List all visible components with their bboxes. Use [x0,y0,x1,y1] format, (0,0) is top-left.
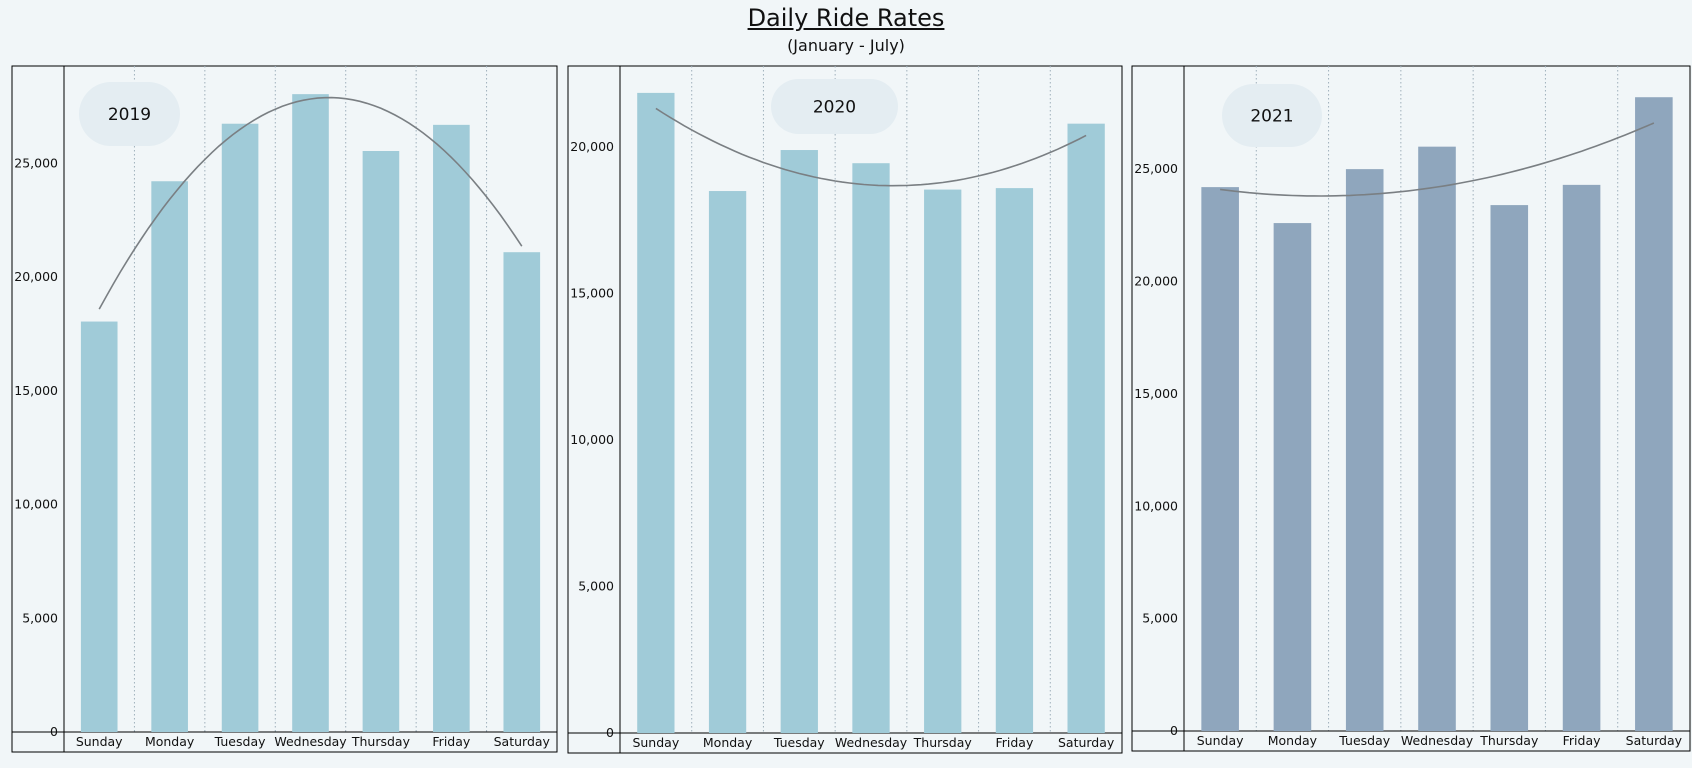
year-label: 2021 [1250,107,1293,127]
y-tick-label: 5,000 [22,610,58,625]
x-tick-label: Monday [1268,733,1318,748]
y-tick-label: 20,000 [570,139,614,154]
x-tick-label: Friday [432,734,470,749]
bar-saturday [1635,97,1673,732]
x-tick-label: Thursday [351,734,411,749]
bar-sunday [1201,187,1239,732]
bar-thursday [1490,205,1529,731]
year-label-bubble [79,82,180,146]
bar-wednesday [1418,146,1456,731]
bar-tuesday [1345,169,1384,731]
dashboard-subtitle: (January - July) [787,36,905,55]
y-tick-label: 5,000 [1142,611,1178,626]
y-tick-label: 10,000 [14,497,58,512]
x-tick-label: Sunday [76,734,123,749]
x-tick-label: Monday [703,735,753,750]
y-tick-label: 0 [1170,723,1178,738]
year-label-bubble [1222,84,1322,147]
year-label: 2019 [108,105,151,125]
x-tick-label: Tuesday [773,735,825,750]
year-label: 2020 [813,98,856,118]
bar-sunday [80,321,118,732]
x-tick-label: Saturday [1626,733,1683,748]
x-tick-label: Wednesday [835,735,908,750]
y-tick-label: 20,000 [1134,274,1178,289]
y-tick-label: 20,000 [14,269,58,284]
y-tick-label: 10,000 [1134,498,1178,513]
y-tick-label: 25,000 [1134,161,1178,176]
bar-sunday [637,92,675,733]
x-tick-label: Friday [1563,733,1601,748]
x-tick-label: Thursday [1479,733,1539,748]
bar-friday [433,124,470,733]
y-tick-label: 0 [606,725,614,740]
chart-panel-2020: 0 5,000 10,000 15,000 20,000 Sunday Monday Tues… [567,65,1123,754]
y-tick-label: 15,000 [14,383,58,398]
x-tick-label: Thursday [913,735,973,750]
y-tick-label: 0 [50,724,58,739]
y-tick-label: 15,000 [1134,386,1178,401]
panel-frame [1131,65,1691,752]
bar-tuesday [221,123,259,732]
bar-thursday [362,151,400,732]
bar-monday [1273,223,1312,731]
trend-line [655,107,1087,187]
y-tick-label: 25,000 [14,156,58,171]
dashboard-title: Daily Ride Rates [747,4,945,32]
chart-panel-2021: 0 5,000 10,000 15,000 20,000 25,000 Sunday Mond… [1131,65,1691,752]
bar-friday [995,188,1034,734]
chart-panel-2019: 0 5,000 10,000 15,000 20,000 25,000 Sunday Mond… [11,65,558,753]
x-tick-label: Sunday [1197,733,1244,748]
bar-saturday [503,252,541,733]
panel-frame [567,65,1123,754]
bar-tuesday [780,150,818,733]
y-tick-label: 5,000 [578,579,614,594]
y-tick-label: 10,000 [570,432,614,447]
panel-frame [11,65,558,753]
bar-monday [708,191,747,733]
y-tick-label: 15,000 [570,286,614,301]
bar-wednesday [852,163,890,734]
x-tick-label: Friday [995,735,1033,750]
x-tick-label: Saturday [1058,735,1115,750]
bar-friday [1562,184,1601,731]
bar-thursday [924,189,962,733]
x-tick-label: Saturday [494,734,551,749]
x-tick-label: Monday [145,734,195,749]
bar-wednesday [292,94,329,732]
x-tick-label: Wednesday [274,734,347,749]
x-tick-label: Tuesday [214,734,266,749]
trend-line [98,96,523,310]
x-tick-label: Wednesday [1401,733,1474,748]
bar-saturday [1067,123,1105,734]
trend-line [1220,122,1655,197]
x-tick-label: Tuesday [1338,733,1390,748]
year-label-bubble [771,79,898,134]
bar-monday [151,181,188,732]
x-tick-label: Sunday [632,735,679,750]
